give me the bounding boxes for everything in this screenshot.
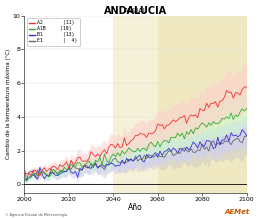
Title: ANDALUCIA: ANDALUCIA [104,5,167,15]
Legend: A2       (11), A1B     (19), B1       (13), E1       (  4): A2 (11), A1B (19), B1 (13), E1 ( 4) [27,18,80,46]
Bar [113,15,158,193]
Bar [158,15,247,193]
Text: AEMet: AEMet [224,209,250,215]
Y-axis label: Cambio de la temperatura máxima (°C): Cambio de la temperatura máxima (°C) [5,49,11,159]
Text: © Agencia Estatal de Meteorología: © Agencia Estatal de Meteorología [5,213,67,217]
X-axis label: Año: Año [128,203,143,213]
Text: ANUAL: ANUAL [124,8,147,14]
